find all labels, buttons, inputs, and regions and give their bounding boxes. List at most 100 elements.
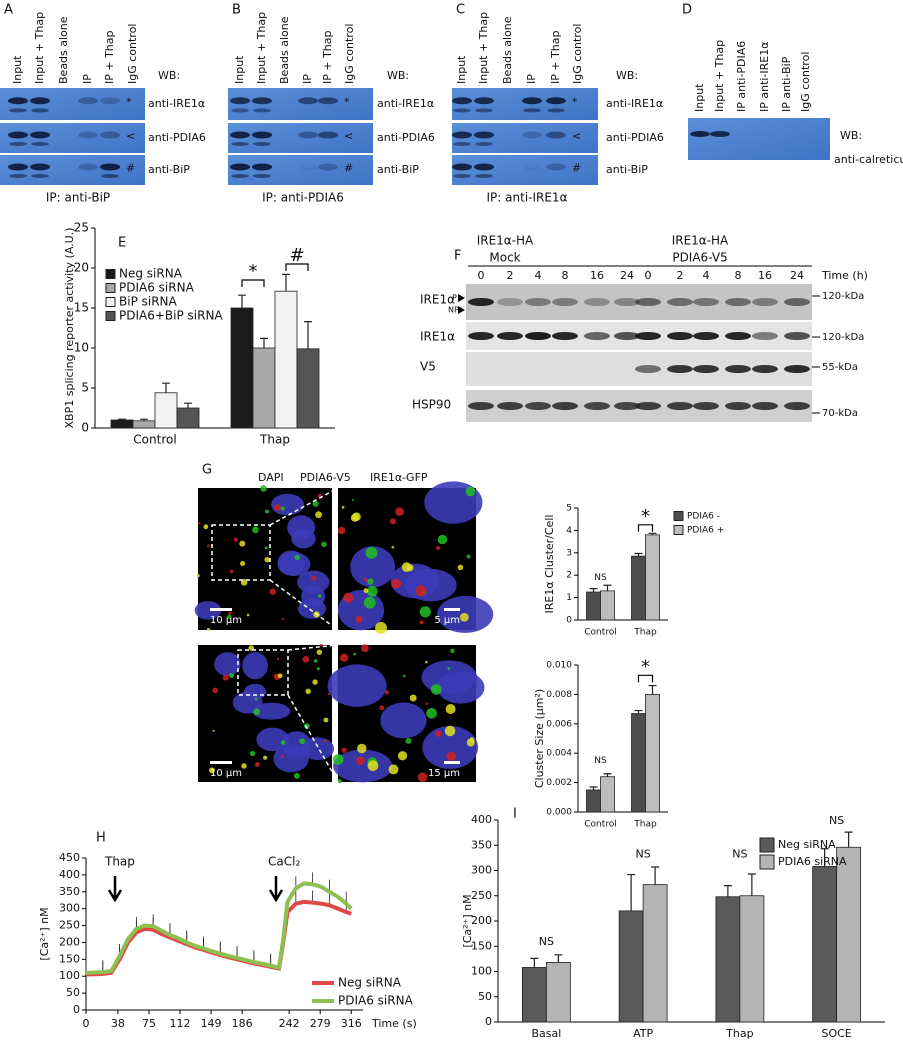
spot [253, 708, 261, 716]
bar [715, 896, 741, 1023]
bar [176, 407, 200, 429]
band [693, 402, 719, 410]
spot [357, 743, 367, 754]
spot [425, 702, 428, 705]
band [9, 108, 27, 113]
band [784, 332, 810, 340]
band-mark: < [572, 130, 581, 143]
scale-bar-label: 10 µm [210, 768, 242, 779]
spot [277, 673, 283, 679]
x-tick-label: Control [133, 433, 176, 447]
spot [339, 653, 349, 662]
band [30, 163, 50, 171]
spot [280, 740, 286, 745]
line-series [85, 899, 352, 977]
nucleus [350, 546, 396, 588]
y-tick-label: 250 [471, 889, 492, 902]
spot [198, 522, 201, 525]
y-tick-label: 250 [59, 919, 80, 932]
error-bar [589, 588, 598, 592]
band-mark: # [126, 162, 135, 175]
band [475, 174, 493, 178]
spot [264, 556, 270, 563]
row-label: anti-PDIA6 [377, 131, 435, 144]
row-label: anti-BiP [148, 163, 190, 176]
x-tick-label: 316 [341, 1017, 362, 1030]
x-tick-label: 242 [279, 1017, 300, 1030]
spot [419, 620, 424, 625]
y-tick-label: 15 [74, 301, 89, 315]
spot [365, 546, 378, 559]
stain-label: IRE1α-GFP [370, 471, 428, 484]
scale-bar [210, 608, 232, 611]
x-tick-label: Thap [633, 820, 657, 830]
time-label: 0 [478, 269, 485, 282]
bar [274, 290, 298, 429]
nucleus [256, 727, 290, 752]
lane-label: Input + Thap [255, 12, 268, 84]
lane-label: Input + Thap [33, 12, 46, 84]
error-bar [162, 382, 170, 393]
lane-label: IgG control [799, 52, 812, 112]
time-label: 4 [535, 269, 542, 282]
legend-swatch [759, 837, 775, 853]
panel-label: F [454, 249, 461, 264]
band [468, 298, 494, 306]
band [690, 131, 710, 137]
spot [450, 648, 455, 653]
spot [222, 674, 229, 681]
spot [323, 717, 329, 723]
band [318, 163, 338, 171]
spot [274, 504, 281, 511]
band [231, 142, 249, 146]
spot [299, 738, 306, 745]
lane-label: IgG control [571, 24, 584, 84]
zoom-line [269, 579, 339, 631]
row-label: anti-IRE1α [377, 97, 434, 110]
nucleus [194, 601, 222, 620]
spot [397, 751, 408, 761]
band [725, 298, 751, 306]
panel-label: H [96, 831, 106, 846]
band [298, 163, 318, 171]
bar [631, 713, 646, 813]
band [525, 402, 551, 410]
spot [321, 541, 327, 548]
bracket [637, 524, 654, 532]
nucleus [297, 570, 330, 594]
spot [405, 738, 412, 744]
band [784, 402, 810, 410]
y-tick-label: 0.000 [546, 808, 572, 818]
error-bar [184, 402, 192, 408]
bar [154, 392, 178, 429]
spot [323, 739, 327, 743]
legend-label: PDIA6+BiP siRNA [119, 309, 223, 323]
y-tick-label: 400 [471, 813, 492, 826]
stain-label: PDIA6-V5 [300, 471, 351, 484]
spot [276, 657, 280, 660]
blot [0, 88, 145, 120]
y-tick-label: 25 [74, 221, 89, 235]
band [752, 402, 778, 410]
spot [437, 534, 448, 545]
band [31, 142, 49, 146]
band [9, 142, 27, 146]
nucleus [277, 552, 311, 577]
bar [642, 884, 668, 1023]
error-bar [844, 831, 853, 848]
spot [212, 687, 218, 694]
x-tick-label: 112 [170, 1017, 191, 1030]
wb-label: WB: [840, 129, 862, 142]
row-label: anti-BiP [606, 163, 648, 176]
band [453, 174, 471, 178]
band [725, 332, 751, 340]
y-tick-label: 0.004 [546, 749, 572, 759]
panel-label: A [4, 3, 13, 18]
band [253, 174, 271, 178]
spot [355, 615, 363, 623]
band [525, 298, 551, 306]
spot [353, 652, 357, 656]
band [30, 131, 50, 139]
spot [391, 578, 402, 589]
band [522, 97, 542, 105]
